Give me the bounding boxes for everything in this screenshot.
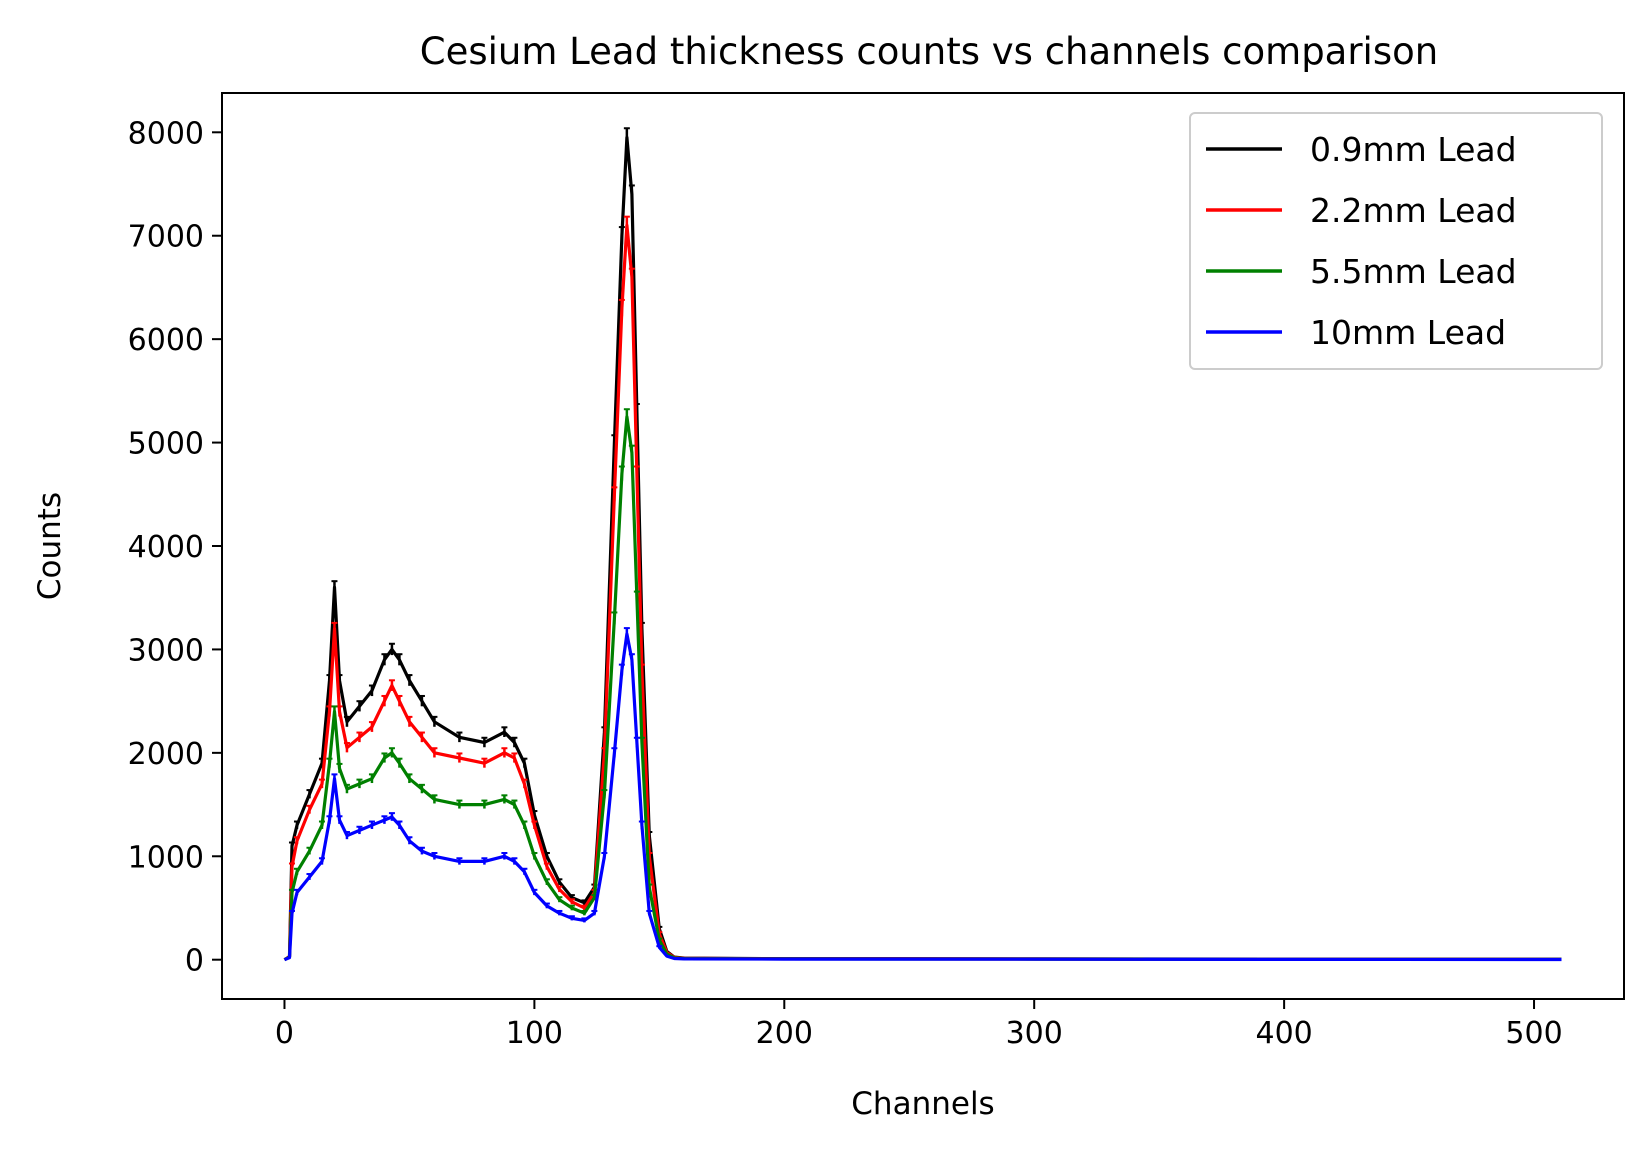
x-tick-label: 0 [275,1016,294,1051]
x-axis: 0 100 200 300 400 500 [275,999,1563,1051]
y-tick-label: 2000 [128,737,204,772]
y-tick-label: 6000 [128,323,204,358]
legend-label: 0.9mm Lead [1310,130,1517,169]
y-tick-label: 8000 [128,116,204,151]
legend: 0.9mm Lead 2.2mm Lead 5.5mm Lead 10mm Lead [1189,112,1603,370]
x-tick-label: 500 [1505,1016,1562,1051]
y-axis: 0 1000 2000 3000 4000 5000 6000 7000 8000 [128,116,222,979]
x-tick-label: 400 [1255,1016,1312,1051]
y-tick-label: 4000 [128,530,204,565]
legend-label: 5.5mm Lead [1310,252,1517,291]
y-tick-label: 5000 [128,427,204,462]
y-tick-label: 3000 [128,633,204,668]
legend-label: 2.2mm Lead [1310,191,1517,230]
x-tick-label: 200 [756,1016,813,1051]
plot-area [283,127,1562,962]
x-tick-label: 100 [506,1016,563,1051]
y-tick-label: 1000 [128,840,204,875]
y-tick-label: 0 [185,944,204,979]
y-axis-label: Counts [32,492,68,600]
x-axis-label: Channels [851,1086,994,1122]
y-tick-label: 7000 [128,220,204,255]
x-tick-label: 300 [1006,1016,1063,1051]
legend-box [1189,112,1603,370]
legend-label: 10mm Lead [1310,313,1506,352]
chart-title: Cesium Lead thickness counts vs channels… [420,30,1438,73]
